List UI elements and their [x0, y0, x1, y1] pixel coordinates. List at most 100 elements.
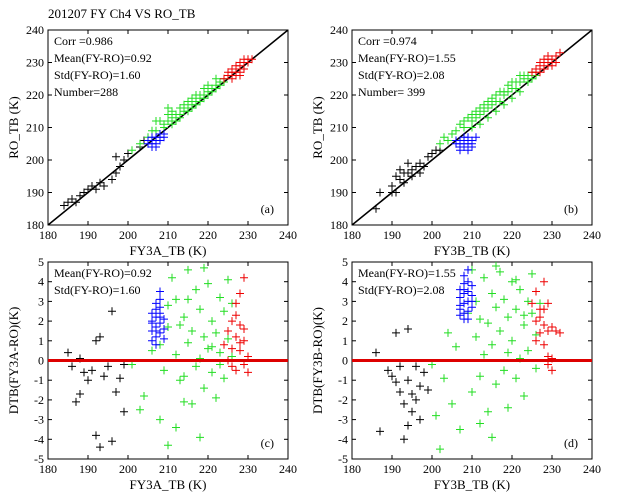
y-tick-label-d: -1: [338, 373, 348, 387]
data-point: [148, 143, 156, 151]
data-point: [240, 65, 248, 73]
data-point: [460, 271, 468, 280]
data-point: [200, 84, 208, 93]
data-point: [180, 100, 188, 109]
data-point: [448, 399, 456, 408]
data-point: [540, 340, 548, 349]
data-point: [392, 188, 400, 197]
data-point: [232, 299, 240, 308]
data-point: [540, 65, 548, 73]
data-point: [480, 273, 488, 282]
data-point: [184, 107, 192, 116]
data-point: [480, 350, 488, 359]
data-point: [192, 285, 200, 294]
x-tick-label-d: 210: [463, 462, 481, 476]
data-point: [536, 58, 544, 67]
data-point: [176, 113, 184, 122]
x-tick-label-c: 190: [79, 462, 97, 476]
data-point: [240, 55, 248, 64]
data-point: [416, 169, 424, 177]
data-point: [464, 287, 472, 296]
data-point: [528, 68, 536, 77]
figure-title: 201207 FY Ch4 VS RO_TB: [48, 6, 196, 21]
data-point: [116, 374, 124, 383]
data-point: [204, 279, 212, 288]
y-tick-label-c: 5: [38, 255, 44, 269]
stat-annotation-c: Std(FY-RO)=1.60: [54, 283, 140, 297]
panels: 180 190 200 210 220 230 2401801902002102202302…: [6, 23, 601, 492]
data-point: [388, 182, 396, 190]
x-tick-label-d: 220: [503, 462, 521, 476]
data-point: [200, 263, 208, 272]
data-point: [404, 169, 412, 177]
data-point: [468, 297, 476, 306]
data-point: [416, 415, 424, 424]
data-point: [540, 305, 548, 314]
x-tick-label-b: 220: [503, 228, 521, 242]
data-point: [148, 309, 156, 318]
data-point: [540, 55, 548, 64]
data-point: [96, 443, 104, 452]
stat-annotation-a: Mean(FY-RO)=0.92: [54, 51, 152, 65]
data-point: [520, 391, 528, 400]
data-point: [444, 328, 452, 337]
data-point: [488, 94, 496, 103]
x-tick-label-d: 180: [343, 462, 361, 476]
data-point: [552, 326, 560, 335]
data-point: [232, 366, 240, 375]
x-tick-label-b: 180: [343, 228, 361, 242]
data-point: [176, 376, 184, 385]
data-point: [228, 362, 236, 371]
data-point: [120, 407, 128, 416]
data-point: [176, 321, 184, 330]
data-point: [372, 204, 380, 213]
data-point: [100, 182, 108, 190]
data-point: [112, 169, 120, 177]
stat-annotation-b: Corr =0.974: [358, 34, 417, 48]
data-point: [396, 165, 404, 174]
data-point: [472, 332, 480, 341]
y-tick-label-b: 210: [330, 121, 348, 135]
y-tick-label-d: 4: [342, 275, 348, 289]
y-tick-label-d: -4: [338, 432, 348, 446]
plot-area-d: [352, 262, 592, 454]
data-point: [456, 425, 464, 434]
data-point: [148, 346, 156, 355]
data-point: [508, 336, 516, 345]
data-point: [80, 188, 88, 197]
data-point: [156, 295, 164, 304]
data-point: [84, 185, 92, 194]
data-point: [160, 334, 168, 343]
x-axis-label-b: FY3B_TB (K): [434, 243, 510, 258]
data-point: [396, 362, 404, 371]
data-point: [180, 397, 188, 406]
data-point: [436, 139, 444, 148]
data-point: [512, 305, 520, 314]
data-point: [516, 87, 524, 96]
data-point: [168, 273, 176, 282]
data-point: [524, 346, 532, 355]
data-point: [244, 58, 252, 67]
data-point: [528, 299, 536, 308]
data-point: [404, 376, 412, 385]
data-point: [544, 299, 552, 308]
data-point: [224, 275, 232, 284]
data-point: [160, 130, 168, 138]
series-green-b: [436, 65, 544, 148]
data-point: [72, 198, 80, 207]
data-point: [220, 307, 228, 316]
data-point: [492, 303, 500, 312]
data-point: [548, 61, 556, 70]
data-point: [504, 348, 512, 357]
y-axis-label-d: DTB(FY3B-RO)(K): [310, 307, 325, 414]
data-point: [236, 346, 244, 355]
data-point: [196, 433, 204, 442]
data-point: [520, 311, 528, 320]
y-tick-label-a: 180: [26, 218, 44, 232]
data-point: [232, 332, 240, 341]
data-point: [476, 372, 484, 381]
data-point: [240, 273, 248, 282]
x-tick-label-d: 240: [583, 462, 601, 476]
data-point: [516, 285, 524, 294]
panel-b: 180 190 200 210 220 230 240 180 190 200 210 220 230 2…: [310, 23, 601, 258]
